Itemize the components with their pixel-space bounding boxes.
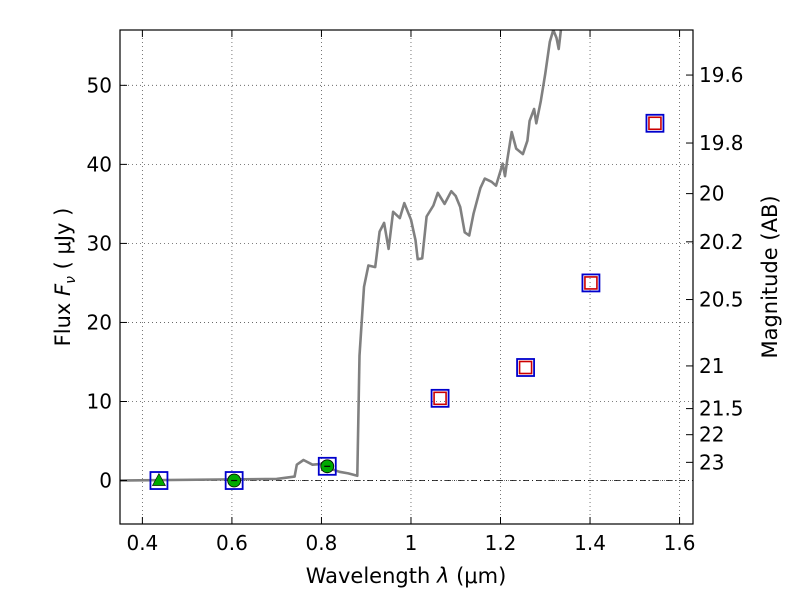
photometry-points-layer — [149, 113, 665, 490]
y-axis-label-main: Flux — [51, 303, 75, 347]
y2-tick-label: 19.6 — [699, 63, 744, 87]
y-axis-label-unit: ( μJy ) — [51, 208, 75, 270]
observed-flux-marker — [430, 388, 450, 408]
y2-axis-label: Magnitude (AB) — [758, 195, 782, 358]
y-tick-label: 50 — [87, 73, 112, 97]
y2-tick-label: 21.5 — [699, 397, 744, 421]
y-tick-label: 30 — [87, 231, 112, 255]
observed-flux-marker — [149, 471, 169, 490]
y2-tick-label: 20 — [699, 182, 724, 206]
x-tick-label: 1 — [405, 531, 418, 555]
y2-tick-label: 20.5 — [699, 288, 744, 312]
y-tick-label: 10 — [87, 389, 112, 413]
x-axis-label-symbol: λ — [436, 564, 449, 588]
y2-tick-label: 20.2 — [699, 230, 744, 254]
observed-flux-marker — [317, 456, 337, 476]
y-tick-label: 0 — [99, 469, 112, 493]
x-tick-label: 1.6 — [664, 531, 696, 555]
y2-tick-label: 22 — [699, 423, 724, 447]
observed-flux-marker — [581, 273, 601, 293]
x-tick-label: 0.8 — [306, 531, 338, 555]
y-tick-label: 40 — [87, 152, 112, 176]
y2-tick-label: 23 — [699, 450, 724, 474]
x-axis-label-main: Wavelength — [306, 564, 431, 588]
observed-flux-marker — [516, 358, 535, 377]
x-tick-label: 0.4 — [126, 531, 158, 555]
x-tick-label: 1.2 — [485, 531, 517, 555]
observed-flux-marker — [645, 113, 665, 133]
upper-limit-marker — [151, 472, 166, 486]
model-flux-marker — [584, 276, 598, 290]
observed-flux-marker — [224, 471, 244, 490]
spectrum-line — [120, 30, 563, 482]
y-axis-label: Flux Fν ( μJy ) — [51, 208, 80, 347]
x-tick-label: 0.6 — [216, 531, 248, 555]
model-flux-marker — [648, 116, 662, 131]
plot-frame — [119, 29, 694, 525]
x-axis-label-unit: (μm) — [456, 564, 506, 588]
x-tick-label: 1.4 — [574, 531, 606, 555]
y2-tick-label: 21 — [699, 354, 724, 378]
model-flux-marker — [433, 391, 447, 406]
x-axis-label: Wavelength λ (μm) — [306, 564, 507, 588]
y2-tick-label: 19.8 — [699, 131, 744, 155]
y-axis-label-subscript: ν — [63, 276, 79, 284]
y-axis-label-symbol: F — [51, 283, 75, 296]
axis-ticks: 0.4 0.6 0.8 1 1.2 1.4 1.6 0 10 20 30 40 50 19.6 19.8 20… — [87, 30, 744, 555]
model-spectrum-layer — [120, 30, 563, 482]
model-flux-marker — [518, 360, 533, 375]
grid-lines — [120, 30, 693, 524]
y-tick-label: 20 — [87, 310, 112, 334]
